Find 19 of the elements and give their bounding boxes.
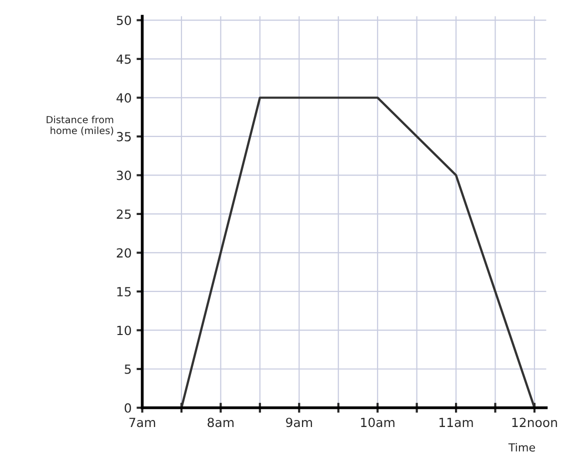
y-tick-label: 35 <box>116 132 131 142</box>
x-tick-label: 7am <box>129 418 156 428</box>
y-tick-label: 5 <box>124 364 131 374</box>
y-tick-label: 30 <box>116 170 132 180</box>
x-tick-label: 8am <box>208 418 234 428</box>
y-tick-label: 45 <box>116 54 131 64</box>
y-tick-label: 25 <box>116 209 131 219</box>
y-axis-title: Distance from home (miles) <box>46 116 114 136</box>
x-tick-label: 12noon <box>512 418 557 428</box>
y-tick-label: 40 <box>116 93 132 103</box>
x-tick-label: 9am <box>286 418 312 428</box>
x-axis-title: Time <box>508 442 536 452</box>
x-tick-label: 10am <box>361 418 394 428</box>
y-tick-label: 0 <box>124 403 132 413</box>
x-tick-label: 11am <box>440 418 473 428</box>
y-tick-label: 50 <box>116 16 132 26</box>
y-tick-label: 10 <box>117 326 132 336</box>
y-tick-label: 15 <box>117 287 131 296</box>
y-tick-label: 20 <box>116 248 132 258</box>
